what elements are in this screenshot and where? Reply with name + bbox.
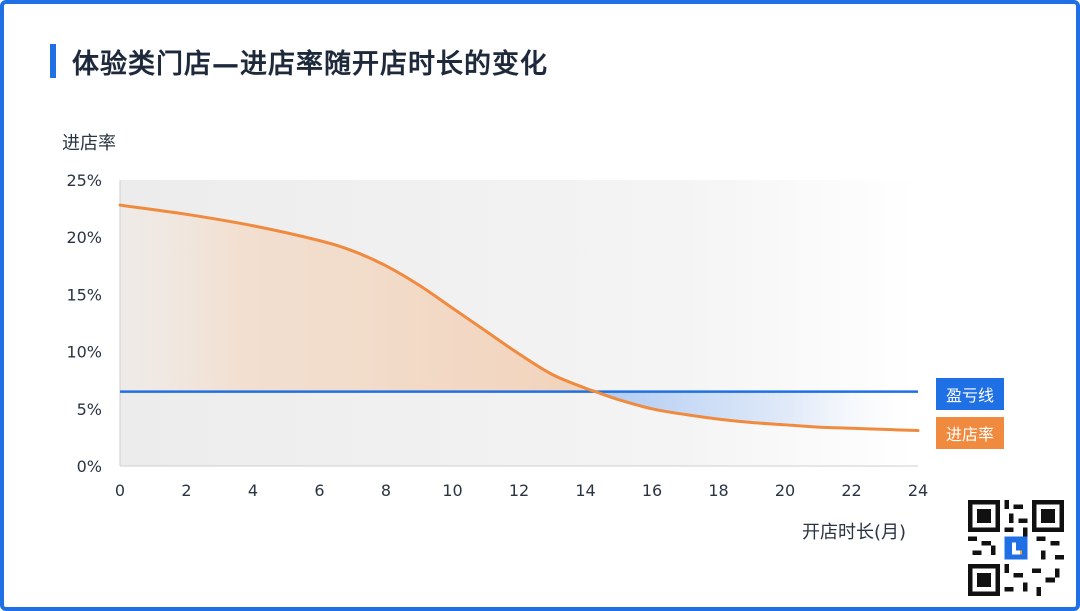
area-above-breakeven (120, 205, 596, 392)
y-tick-label: 5% (77, 400, 102, 419)
x-axis-label: 开店时长(月) (802, 522, 907, 543)
legend-entry-rate: 进店率 (936, 417, 1004, 449)
x-tick-label: 12 (509, 481, 529, 500)
y-tick-label: 0% (77, 457, 102, 476)
y-tick-label: 25% (66, 171, 102, 190)
title-accent-bar (50, 44, 56, 78)
x-tick-label: 14 (575, 481, 595, 500)
x-tick-label: 8 (381, 481, 391, 500)
rate-line (118, 203, 920, 433)
page-title: 体验类门店—进店率随开店时长的变化 (72, 49, 548, 80)
legend-breakeven-line: 盈亏线 (936, 378, 1004, 410)
x-tick-label: 16 (642, 481, 662, 500)
y-tick-label: 20% (66, 228, 102, 247)
x-tick-label: 24 (908, 481, 928, 500)
area-below-breakeven (595, 391, 918, 431)
x-tick-label: 4 (248, 481, 258, 500)
y-tick-label: 15% (66, 285, 102, 304)
x-tick-label: 6 (314, 481, 324, 500)
x-tick-label: 0 (115, 481, 125, 500)
qr-code-icon (968, 500, 1064, 596)
x-tick-label: 10 (442, 481, 462, 500)
x-tick-label: 18 (708, 481, 728, 500)
x-tick-label: 20 (775, 481, 795, 500)
y-tick-label: 10% (66, 343, 102, 362)
y-axis-label: 进店率 (62, 133, 116, 154)
x-tick-label: 22 (841, 481, 861, 500)
x-tick-label: 2 (181, 481, 191, 500)
